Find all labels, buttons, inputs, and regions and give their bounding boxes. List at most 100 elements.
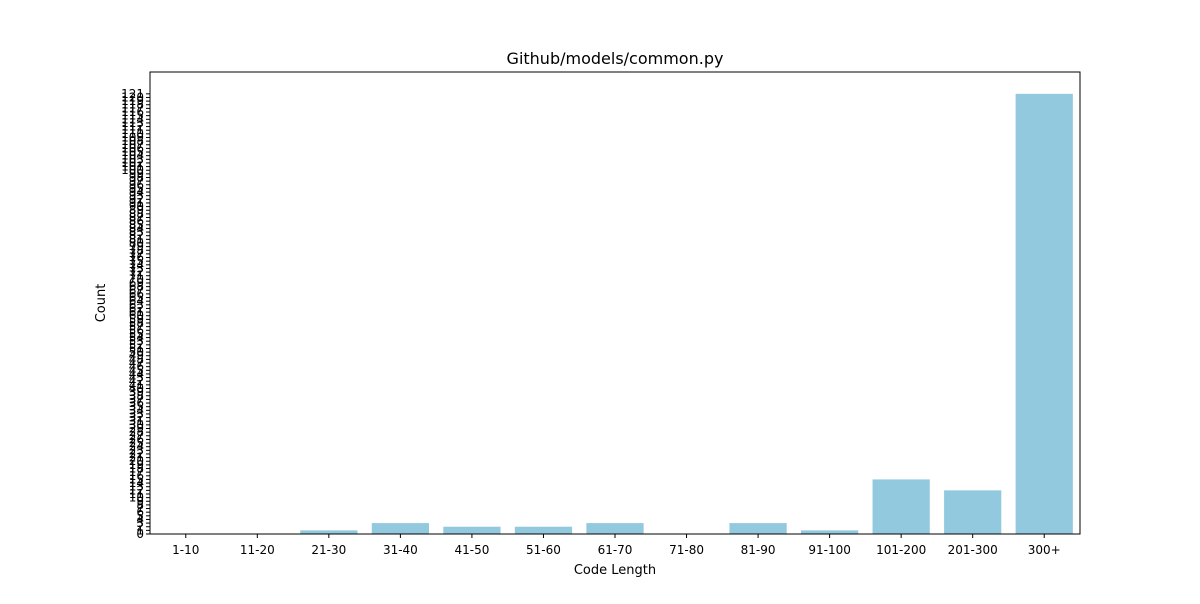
bar-51-60 (514, 526, 573, 534)
y-tick-label: 84 (129, 221, 144, 235)
y-tick-label: 70 (129, 272, 144, 286)
y-tick-label: 8 (136, 498, 144, 512)
y-tick-label: 14 (129, 476, 144, 490)
y-tick-label: 61 (129, 305, 144, 319)
y-tick-label: 46 (129, 360, 144, 374)
y-tick-label: 54 (129, 331, 144, 345)
y-tick-label: 20 (129, 454, 144, 468)
y-tick-label: 65 (129, 291, 144, 305)
y-tick-label: 35 (129, 400, 144, 414)
y-tick-label: 45 (129, 363, 144, 377)
y-tick-label: 115 (121, 109, 144, 123)
y-tick-label: 18 (129, 462, 144, 476)
y-axis-label: Count (94, 284, 109, 323)
x-tick-label: 61-70 (598, 543, 633, 557)
x-tick-label: 300+ (1028, 543, 1061, 557)
chart-title: Github/models/common.py (507, 49, 724, 68)
y-tick-label: 48 (129, 352, 144, 366)
y-tick-label: 16 (129, 469, 144, 483)
y-tick-label: 1 (136, 523, 144, 537)
x-axis-ticks: 1-10 11-20 21-30 31-40 41-50 51-60 61-70 71-80 8… (172, 534, 1061, 557)
x-tick-label: 31-40 (383, 543, 418, 557)
y-tick-label: 117 (121, 101, 144, 115)
y-tick-label: 121 (121, 87, 144, 101)
y-tick-label: 22 (129, 447, 144, 461)
y-tick-label: 102 (121, 156, 144, 170)
y-tick-label: 82 (129, 229, 144, 243)
y-tick-label: 36 (129, 396, 144, 410)
y-tick-label: 27 (129, 429, 144, 443)
y-tick-label: 116 (121, 105, 144, 119)
bar-300+ (1015, 93, 1073, 534)
y-tick-label: 59 (129, 312, 144, 326)
bars-group (300, 93, 1073, 534)
y-tick-label: 79 (129, 240, 144, 254)
y-tick-label: 99 (129, 167, 144, 181)
y-tick-label: 73 (129, 261, 144, 275)
bar-31-40 (371, 523, 429, 534)
y-tick-label: 40 (129, 381, 144, 395)
y-tick-label: 17 (129, 465, 144, 479)
y-tick-label: 50 (129, 345, 144, 359)
y-tick-label: 57 (129, 320, 144, 334)
bar-91-100 (801, 530, 859, 534)
x-tick-label: 81-90 (741, 543, 776, 557)
y-tick-label: 112 (121, 120, 144, 134)
y-tick-label: 37 (129, 392, 144, 406)
y-tick-label: 49 (129, 349, 144, 363)
y-tick-label: 0 (136, 527, 144, 541)
y-tick-label: 120 (121, 90, 144, 104)
y-tick-label: 62 (129, 301, 144, 315)
y-tick-label: 6 (136, 505, 144, 519)
y-tick-label: 15 (129, 472, 144, 486)
y-tick-label: 69 (129, 276, 144, 290)
y-tick-label: 44 (129, 367, 144, 381)
bar-21-30 (300, 530, 358, 534)
y-tick-label: 58 (129, 316, 144, 330)
y-tick-label: 23 (129, 443, 144, 457)
y-tick-label: 28 (129, 425, 144, 439)
y-tick-label: 66 (129, 287, 144, 301)
y-tick-label: 100 (121, 163, 144, 177)
y-tick-label: 78 (129, 243, 144, 257)
y-tick-label: 71 (129, 269, 144, 283)
y-tick-label: 93 (129, 189, 144, 203)
y-tick-label: 119 (121, 94, 144, 108)
y-tick-label: 114 (121, 112, 144, 126)
y-tick-label: 13 (129, 480, 144, 494)
bar-201-300 (944, 490, 1002, 534)
y-tick-label: 75 (129, 254, 144, 268)
x-tick-label: 41-50 (454, 543, 489, 557)
y-tick-label: 113 (121, 116, 144, 130)
y-tick-label: 29 (129, 422, 144, 436)
y-tick-label: 21 (129, 451, 144, 465)
y-tick-label: 55 (129, 327, 144, 341)
y-tick-label: 42 (129, 374, 144, 388)
x-tick-label: 101-200 (876, 543, 926, 557)
y-tick-label: 43 (129, 371, 144, 385)
y-tick-label: 83 (129, 225, 144, 239)
x-tick-label: 21-30 (311, 543, 346, 557)
y-tick-label: 19 (129, 458, 144, 472)
y-tick-label: 106 (121, 141, 144, 155)
y-tick-label: 88 (129, 207, 144, 221)
y-tick-label: 7 (136, 502, 144, 516)
y-tick-label: 77 (129, 247, 144, 261)
y-tick-label: 118 (121, 98, 144, 112)
y-tick-label: 109 (121, 130, 144, 144)
x-tick-label: 71-80 (669, 543, 704, 557)
x-axis-label: Code Length (574, 563, 656, 578)
y-tick-label: 90 (129, 200, 144, 214)
y-tick-label: 25 (129, 436, 144, 450)
y-tick-label: 51 (129, 341, 144, 355)
y-tick-label: 86 (129, 214, 144, 228)
y-tick-label: 96 (129, 178, 144, 192)
y-tick-label: 32 (129, 411, 144, 425)
y-tick-label: 87 (129, 211, 144, 225)
y-tick-label: 63 (129, 298, 144, 312)
y-tick-label: 12 (129, 483, 144, 497)
y-tick-label: 64 (129, 294, 144, 308)
y-tick-label: 24 (129, 440, 144, 454)
y-tick-label: 2 (136, 520, 144, 534)
